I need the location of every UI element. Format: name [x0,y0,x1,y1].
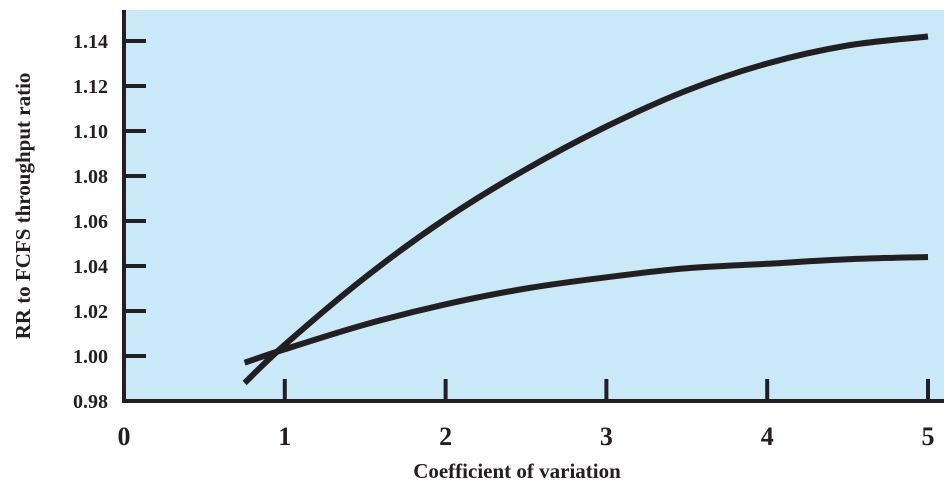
x-tick-label: 5 [922,422,935,451]
y-tick-label: 1.10 [73,121,108,143]
plot-area [124,10,944,401]
series-line-1 [242,33,929,386]
y-tick-label: 1.12 [73,76,108,98]
x-axis-title: Coefficient of variation [413,459,621,483]
axes-layer [122,10,944,403]
series-layer [242,33,929,386]
y-tick-label: 1.04 [73,256,108,278]
y-tick-label: 1.06 [73,211,108,233]
y-tick-label: 1.00 [73,346,108,368]
x-tick-label: 2 [439,422,452,451]
ticks-layer: 0.98 1.00 1.02 1.04 1.06 1.08 1.10 1.12 1.14 0 1 2 3… [73,31,935,451]
x-tick-label: 1 [278,422,291,451]
x-tick-label: 4 [761,422,774,451]
x-tick-label: 0 [118,422,131,451]
series-line-2 [243,254,929,366]
x-tick-label: 3 [600,422,613,451]
y-tick-label: 1.02 [73,301,108,323]
y-tick-label: 1.08 [73,166,108,188]
y-axis-title: RR to FCFS throughput ratio [11,73,35,340]
y-tick-label: 1.14 [73,31,108,53]
y-tick-label: 0.98 [73,391,108,413]
